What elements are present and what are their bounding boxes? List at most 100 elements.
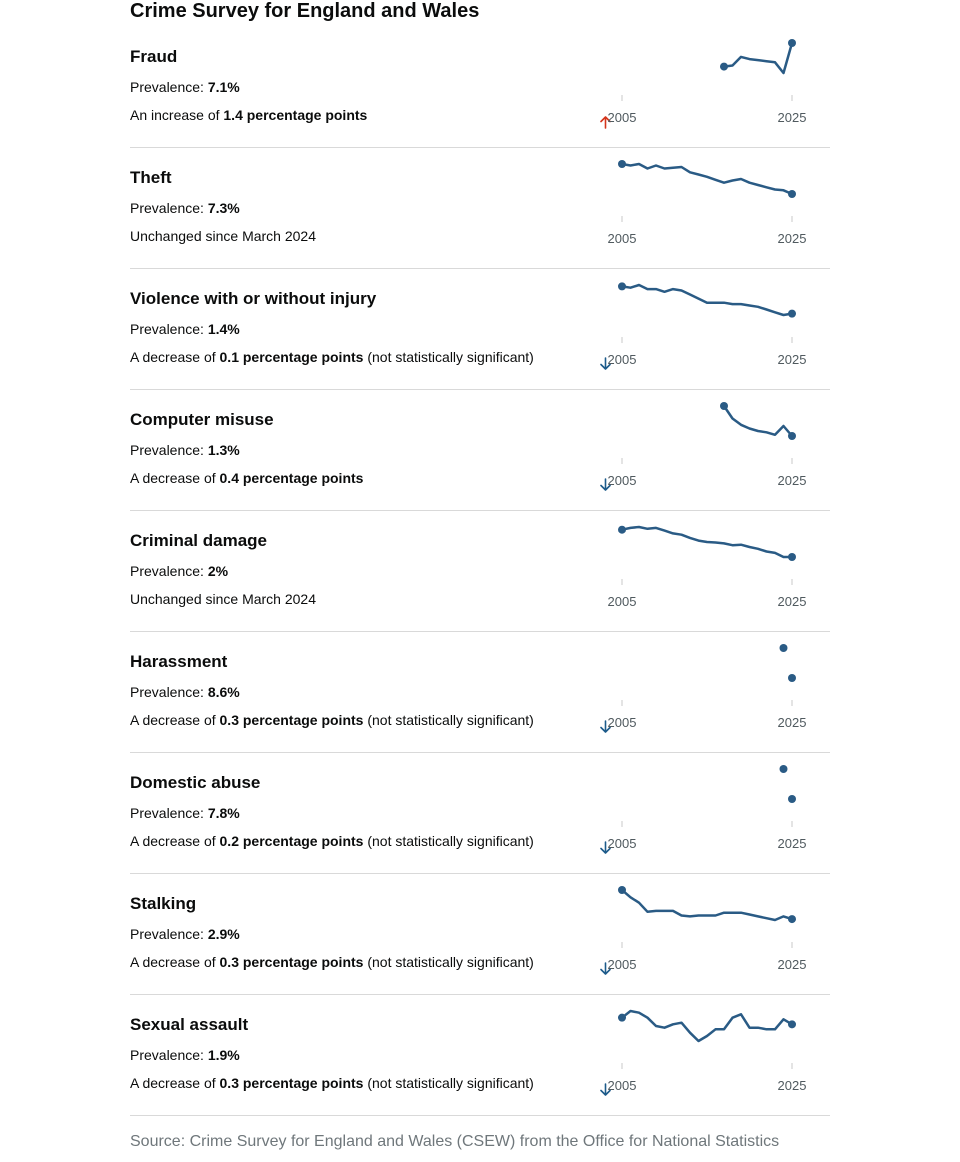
page-title: Crime Survey for England and Wales bbox=[130, 0, 480, 22]
change-prefix: A decrease of bbox=[130, 712, 220, 728]
prevalence-text: Prevalence: 2% bbox=[130, 563, 228, 579]
series-line bbox=[620, 888, 794, 922]
change-amount: 0.2 percentage points bbox=[219, 833, 364, 849]
change-amount: 0.3 percentage points bbox=[219, 954, 364, 970]
change-prefix: A decrease of bbox=[130, 349, 220, 365]
prevalence-text: Prevalence: 7.8% bbox=[130, 805, 240, 821]
prevalence-label: Prevalence: bbox=[130, 926, 208, 942]
x-tick-label: 2005 bbox=[608, 352, 637, 367]
sparkline-chart: 2005 2025 bbox=[608, 39, 807, 125]
change-amount: 0.1 percentage points bbox=[219, 349, 364, 365]
sparkline-chart: 2005 2025 bbox=[608, 282, 807, 367]
crime-title: Harassment bbox=[130, 652, 228, 671]
prevalence-value: 1.3% bbox=[207, 442, 240, 458]
prevalence-label: Prevalence: bbox=[130, 442, 208, 458]
crime-title: Computer misuse bbox=[130, 410, 274, 429]
sparkline-chart: 2005 2025 bbox=[608, 644, 807, 730]
change-text: A decrease of 0.3 percentage points (not… bbox=[130, 712, 611, 733]
crime-row: Sexual assault Prevalence: 1.9% A decrease… bbox=[130, 995, 830, 1116]
prevalence-text: Prevalence: 1.9% bbox=[130, 1047, 240, 1063]
source-note: Source: Crime Survey for England and Wal… bbox=[130, 1133, 780, 1150]
x-tick-label: 2025 bbox=[778, 836, 807, 851]
change-prefix: A decrease of bbox=[130, 954, 220, 970]
series-start-point bbox=[618, 282, 626, 291]
series-start-point bbox=[779, 765, 788, 773]
x-tick-label: 2025 bbox=[778, 473, 807, 488]
prevalence-text: Prevalence: 8.6% bbox=[130, 684, 240, 700]
x-tick-label: 2005 bbox=[608, 957, 637, 972]
prevalence-label: Prevalence: bbox=[130, 1047, 208, 1063]
arrow-down-icon bbox=[600, 1083, 611, 1096]
prevalence-value: 7.1% bbox=[207, 79, 240, 95]
change-prefix: A decrease of bbox=[130, 470, 220, 486]
prevalence-text: Prevalence: 7.3% bbox=[130, 200, 240, 216]
sparkline-chart: 2005 2025 bbox=[608, 886, 807, 972]
prevalence-label: Prevalence: bbox=[130, 563, 208, 579]
x-tick-label: 2025 bbox=[778, 957, 807, 972]
prevalence-value: 7.8% bbox=[207, 805, 240, 821]
x-tick-label: 2005 bbox=[608, 473, 637, 488]
x-tick-label: 2025 bbox=[778, 715, 807, 730]
change-note: (not statistically significant) bbox=[363, 954, 534, 970]
series-start-point bbox=[618, 886, 626, 894]
sparkline-chart: 2005 2025 bbox=[608, 765, 807, 851]
series-line bbox=[722, 41, 794, 75]
x-tick-label: 2025 bbox=[778, 231, 807, 246]
series-start-point bbox=[720, 62, 728, 71]
series-end-point bbox=[788, 432, 796, 440]
series-start-point bbox=[618, 160, 626, 168]
change-text: A decrease of 0.4 percentage points bbox=[130, 470, 611, 491]
prevalence-label: Prevalence: bbox=[130, 200, 208, 216]
crime-title: Criminal damage bbox=[130, 531, 267, 550]
prevalence-label: Prevalence: bbox=[130, 321, 208, 337]
prevalence-text: Prevalence: 7.1% bbox=[130, 79, 240, 95]
prevalence-value: 1.4% bbox=[207, 321, 240, 337]
series-end-point bbox=[788, 795, 796, 803]
crime-title: Sexual assault bbox=[130, 1015, 249, 1034]
crime-title: Violence with or without injury bbox=[130, 289, 377, 308]
change-text: A decrease of 0.2 percentage points (not… bbox=[130, 833, 611, 854]
arrow-down-icon bbox=[600, 357, 611, 370]
series-end-point bbox=[788, 309, 796, 318]
change-prefix: A decrease of bbox=[130, 1075, 220, 1091]
x-tick-label: 2025 bbox=[778, 110, 807, 125]
prevalence-label: Prevalence: bbox=[130, 684, 208, 700]
prevalence-text: Prevalence: 2.9% bbox=[130, 926, 240, 942]
sparkline-chart: 2005 2025 bbox=[608, 160, 807, 246]
change-text: A decrease of 0.1 percentage points (not… bbox=[130, 349, 611, 370]
prevalence-value: 2% bbox=[207, 563, 229, 579]
crime-title: Domestic abuse bbox=[130, 773, 261, 792]
crime-title: Stalking bbox=[130, 894, 197, 913]
crime-title: Fraud bbox=[130, 47, 178, 66]
crime-row: Computer misuse Prevalence: 1.3% A decreas… bbox=[130, 390, 830, 511]
change-prefix: An increase of bbox=[130, 107, 224, 123]
x-tick-label: 2005 bbox=[608, 110, 637, 125]
arrow-down-icon bbox=[600, 841, 611, 854]
change-note: (not statistically significant) bbox=[363, 1075, 534, 1091]
x-tick-label: 2005 bbox=[608, 836, 637, 851]
x-tick-label: 2005 bbox=[608, 231, 637, 246]
arrow-down-icon bbox=[600, 478, 611, 491]
crime-title: Theft bbox=[130, 168, 172, 187]
series-end-point bbox=[788, 553, 796, 561]
series-line bbox=[722, 404, 794, 438]
series-start-point bbox=[618, 1013, 626, 1022]
sparkline-chart: 2005 2025 bbox=[608, 402, 807, 488]
prevalence-label: Prevalence: bbox=[130, 805, 208, 821]
change-text: Unchanged since March 2024 bbox=[130, 591, 316, 607]
series-line bbox=[620, 162, 794, 196]
prevalence-value: 2.9% bbox=[207, 926, 240, 942]
change-amount: 0.3 percentage points bbox=[219, 712, 364, 728]
change-text: A decrease of 0.3 percentage points (not… bbox=[130, 954, 611, 975]
prevalence-text: Prevalence: 1.4% bbox=[130, 321, 240, 337]
change-note: (not statistically significant) bbox=[363, 833, 534, 849]
series-line bbox=[620, 283, 794, 317]
prevalence-text: Prevalence: 1.3% bbox=[130, 442, 240, 458]
series-start-point bbox=[618, 525, 626, 534]
change-status: Unchanged since March 2024 bbox=[130, 591, 317, 607]
sparkline-chart: 2005 2025 bbox=[608, 1009, 806, 1093]
crime-row: Criminal damage Prevalence: 2% Unchanged s… bbox=[130, 511, 830, 632]
x-tick-label: 2025 bbox=[778, 352, 807, 367]
change-note: (not statistically significant) bbox=[363, 712, 534, 728]
series-end-point bbox=[788, 674, 796, 682]
